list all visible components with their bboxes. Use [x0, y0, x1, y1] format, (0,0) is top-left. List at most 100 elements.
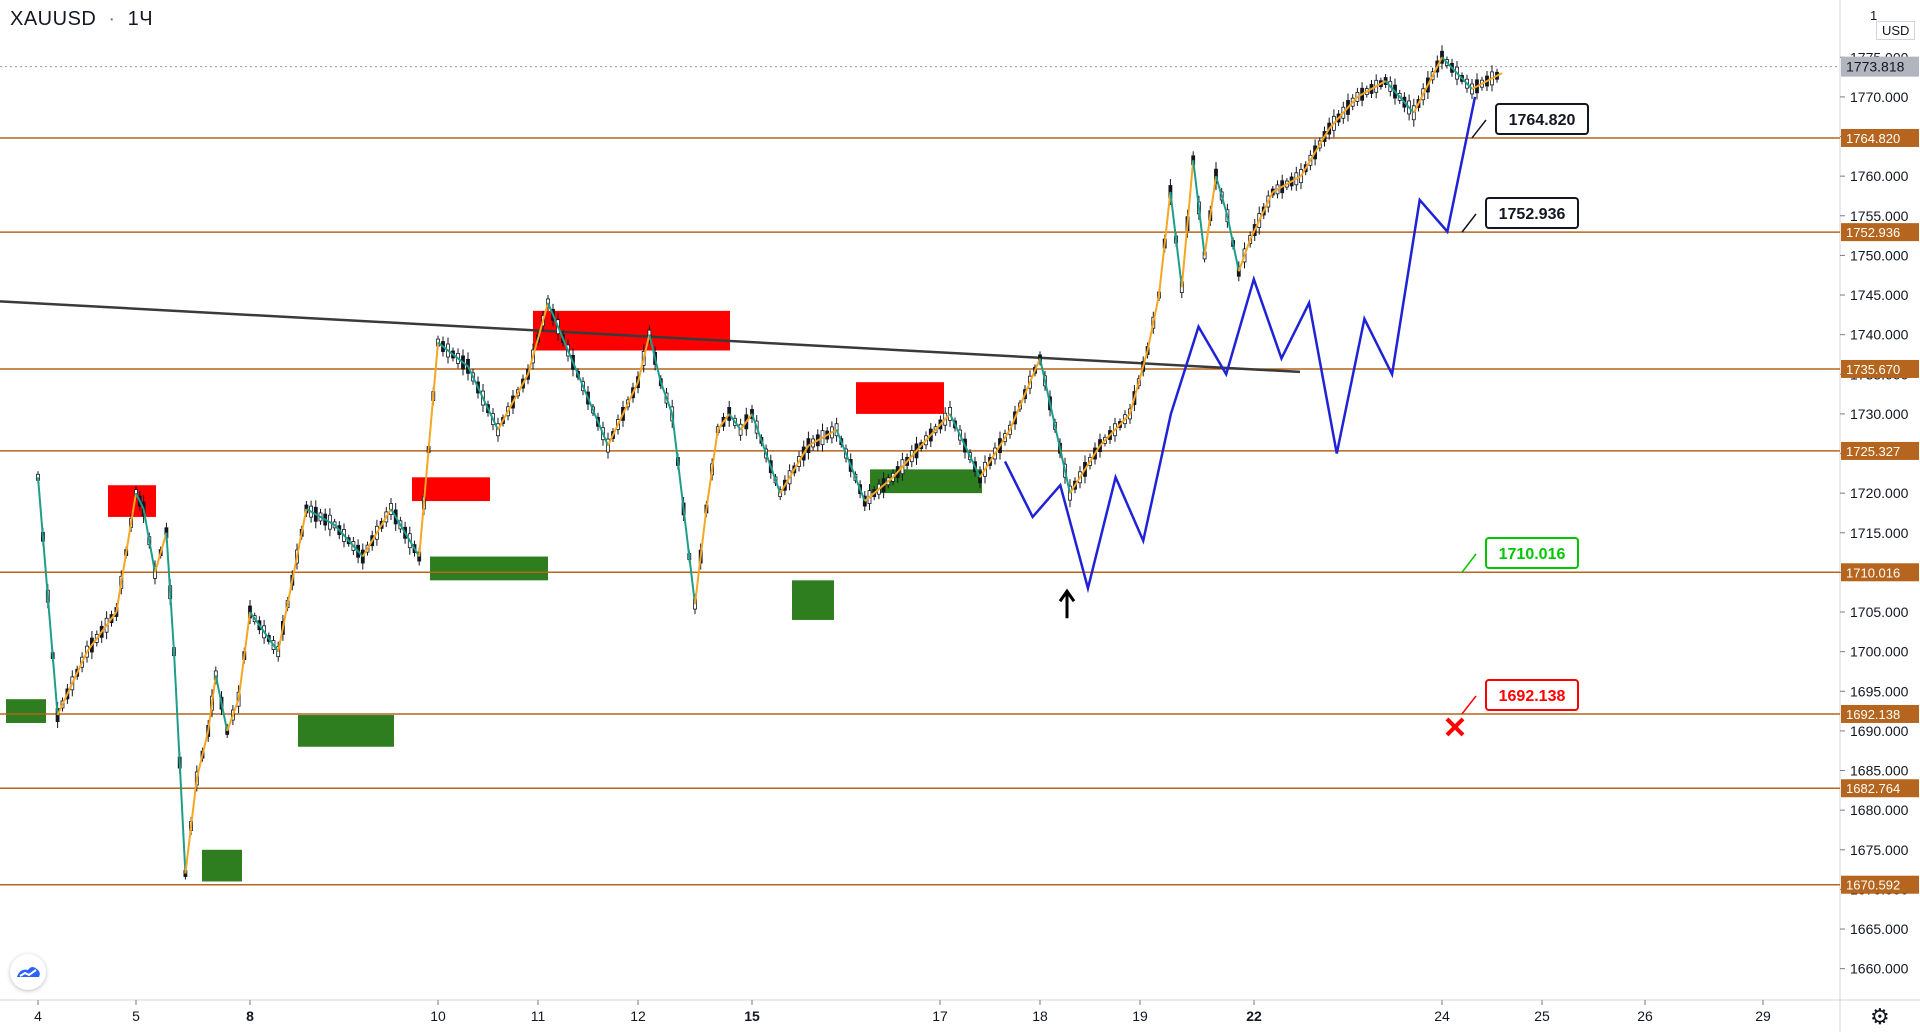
annotation-box — [1495, 103, 1589, 135]
tradingview-logo[interactable] — [10, 954, 46, 990]
level-label: 1682.764 — [1846, 781, 1900, 796]
zigzag-segment — [920, 413, 951, 447]
zigzag-segment — [467, 365, 499, 431]
zigzag-segment — [1412, 56, 1443, 114]
level-label-bg — [1841, 704, 1919, 723]
x-tick-label: 22 — [1246, 1008, 1262, 1024]
level-label: 1710.016 — [1846, 565, 1900, 580]
zigzag-segment — [892, 444, 922, 478]
zigzag-segment — [333, 524, 364, 558]
zigzag-segment — [305, 508, 336, 526]
zigzag-segment — [547, 302, 579, 375]
x-tick-label: 8 — [246, 1008, 254, 1024]
level-label: 1752.936 — [1846, 225, 1900, 240]
gear-icon[interactable]: ⚙ — [1870, 1004, 1890, 1029]
x-tick-label: 10 — [430, 1008, 446, 1024]
current-price-label: 1773.818 — [1846, 59, 1905, 75]
zigzag-segment — [694, 508, 708, 605]
currency-label[interactable]: USD — [1876, 21, 1916, 40]
x-tick-label: 12 — [630, 1008, 646, 1024]
y-tick-label: 1715.000 — [1850, 525, 1909, 541]
zigzag-segment — [607, 381, 639, 447]
zigzag-segment — [779, 445, 810, 494]
zone-support — [6, 699, 46, 723]
zigzag-segment — [1300, 128, 1331, 177]
zigzag-segment — [716, 413, 731, 431]
zigzag-segment — [864, 476, 894, 502]
x-tick-label: 29 — [1755, 1008, 1771, 1024]
annotation-pointer — [1471, 119, 1487, 139]
level-label-bg — [1841, 128, 1919, 147]
zigzag-segment — [1226, 215, 1240, 272]
zigzag-segment — [1158, 191, 1172, 296]
zigzag-segment — [1009, 358, 1041, 431]
zigzag-segment — [1180, 160, 1195, 288]
zigzag-segment — [659, 381, 674, 415]
y-tick-label: 1770.000 — [1850, 89, 1909, 105]
zigzag-segment — [1069, 445, 1101, 494]
level-label-bg — [1841, 875, 1919, 894]
zigzag-segment — [497, 373, 529, 431]
zigzag-segment — [207, 675, 217, 732]
level-label: 1764.820 — [1846, 131, 1900, 146]
zigzag-segment — [637, 334, 651, 383]
zigzag-segment — [226, 698, 240, 732]
zone-resistance — [412, 477, 490, 502]
x-tick-label: 18 — [1032, 1008, 1048, 1024]
y-tick-label: 1755.000 — [1850, 208, 1909, 224]
y-tick-label: 1760.000 — [1850, 168, 1909, 184]
zone-support — [792, 580, 834, 620]
zigzag-segment — [135, 492, 145, 510]
annotation-label: 1764.820 — [1509, 112, 1576, 129]
zigzag-segment — [237, 611, 251, 700]
zigzag-segment — [154, 532, 168, 573]
level-label-bg — [1841, 779, 1919, 798]
zigzag-segment — [437, 341, 469, 368]
y-tick-label: 1675.000 — [1850, 842, 1909, 858]
level-label: 1670.592 — [1846, 878, 1900, 893]
zigzag-segment — [1203, 176, 1217, 256]
interval: 1Ч — [127, 8, 154, 30]
level-label: 1725.327 — [1846, 444, 1900, 459]
zigzag-segment — [1237, 239, 1252, 272]
zigzag-segment — [1441, 56, 1473, 90]
zigzag-segment — [277, 508, 308, 652]
annotation-label: 1752.936 — [1499, 206, 1566, 223]
annotation-pointer — [1461, 695, 1477, 715]
level-label-bg — [1841, 441, 1919, 460]
y-tick-label: 1740.000 — [1850, 327, 1909, 343]
zigzag-segment — [361, 508, 392, 558]
zigzag-segment — [390, 508, 421, 558]
y-tick-label: 1690.000 — [1850, 723, 1909, 739]
zigzag-segment — [739, 413, 753, 431]
zigzag-segment — [979, 429, 1011, 478]
x-tick-label: 15 — [744, 1008, 760, 1024]
zigzag-segment — [682, 508, 696, 605]
zigzag-segment — [671, 413, 685, 510]
zigzag-segment — [751, 413, 782, 494]
zigzag-segment — [1471, 72, 1503, 90]
currency-selector[interactable]: 1 USD — [1870, 8, 1920, 40]
zigzag-segment — [195, 730, 210, 779]
y-tick-label: 1750.000 — [1850, 247, 1909, 263]
zigzag-segment — [807, 428, 838, 447]
zigzag-segment — [115, 492, 137, 613]
scale-mode[interactable]: 1 — [1870, 8, 1878, 23]
zigzag-segment — [173, 651, 187, 874]
x-tick-label: 19 — [1132, 1008, 1148, 1024]
y-tick-label: 1720.000 — [1850, 485, 1909, 501]
y-tick-label: 1700.000 — [1850, 644, 1909, 660]
zigzag-segment — [1129, 350, 1149, 415]
annotation-label: 1710.016 — [1499, 546, 1566, 563]
zigzag-segment — [1272, 175, 1302, 193]
zigzag-segment — [1249, 191, 1274, 240]
y-tick-label: 1685.000 — [1850, 763, 1909, 779]
level-label-bg — [1841, 223, 1919, 242]
zigzag-segment — [1169, 191, 1183, 288]
level-label-bg — [1841, 359, 1919, 378]
zigzag-segment — [527, 302, 549, 375]
zigzag-segment — [705, 429, 719, 510]
zigzag-segment — [1192, 160, 1206, 256]
zone-support — [202, 849, 242, 882]
